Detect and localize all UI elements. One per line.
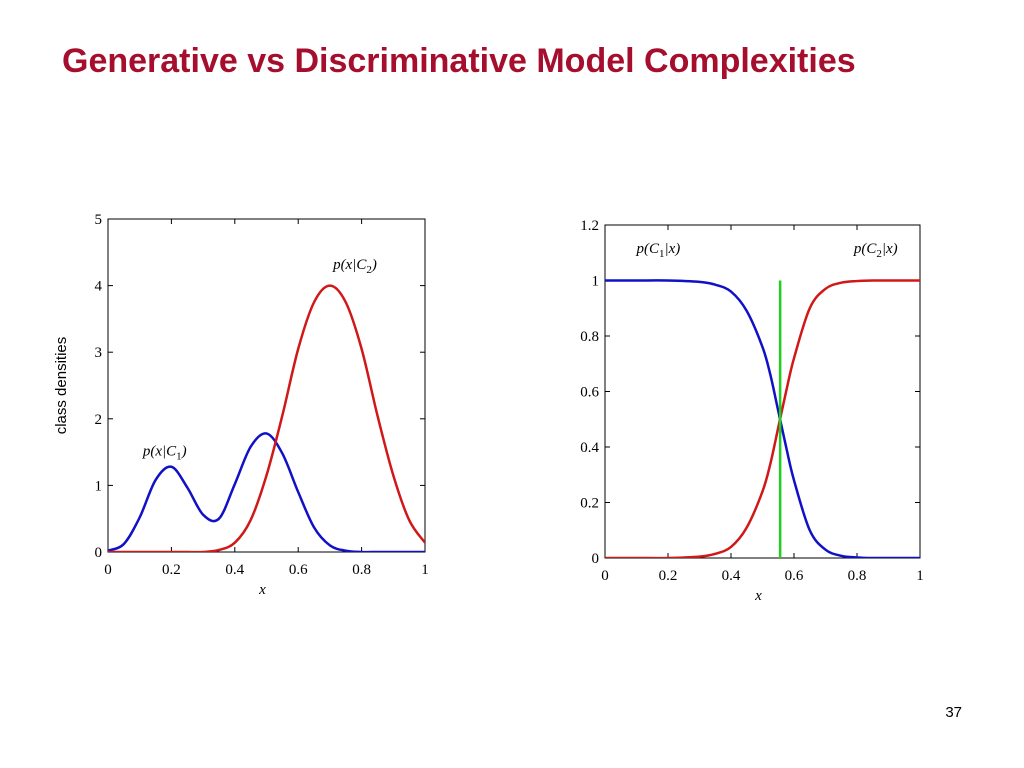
x-tick-label: 0.2 [659, 568, 678, 584]
y-tick-label: 0.4 [580, 440, 599, 456]
y-tick-label: 1 [95, 478, 103, 494]
y-tick-label: 1.2 [580, 218, 599, 234]
y-tick-label: 3 [95, 345, 103, 361]
y-tick-label: 4 [95, 279, 103, 295]
x-tick-label: 0.6 [289, 562, 308, 578]
x-tick-label: 0 [601, 568, 609, 584]
y-tick-label: 0.8 [580, 329, 599, 345]
x-tick-label: 0.4 [225, 562, 244, 578]
y-tick-label: 5 [95, 212, 103, 228]
x-tick-label: 1 [916, 568, 924, 584]
series-line-pxc1 [108, 432, 425, 552]
page-number: 37 [945, 704, 962, 721]
y-tick-label: 2 [95, 412, 103, 428]
y-axis-label: class densities [53, 337, 70, 435]
slide-title: Generative vs Discriminative Model Compl… [62, 42, 856, 80]
y-tick-label: 0 [95, 545, 103, 561]
annotation-label: p(x|C1) [142, 443, 187, 462]
x-tick-label: 0.8 [848, 568, 867, 584]
annotation-label: p(C1|x) [636, 241, 681, 260]
x-tick-label: 0.6 [785, 568, 804, 584]
series-line-pxc2 [108, 284, 425, 552]
series-line-pc2x [605, 279, 920, 558]
x-tick-label: 1 [421, 562, 429, 578]
x-axis-label: x [754, 588, 762, 604]
y-tick-label: 0.2 [580, 496, 599, 512]
plot-frame [604, 224, 921, 559]
x-tick-label: 0 [104, 562, 112, 578]
y-tick-label: 0 [592, 551, 600, 567]
plot-frame [107, 218, 426, 553]
x-tick-label: 0.8 [352, 562, 371, 578]
x-tick-label: 0.4 [722, 568, 741, 584]
y-tick-label: 1 [592, 274, 600, 290]
series-line-pc1x [605, 279, 920, 558]
annotation-label: p(x|C2) [332, 257, 377, 276]
x-axis-label: x [258, 582, 266, 598]
x-tick-label: 0.2 [162, 562, 181, 578]
annotation-label: p(C2|x) [853, 241, 898, 260]
y-tick-label: 0.6 [580, 385, 599, 401]
